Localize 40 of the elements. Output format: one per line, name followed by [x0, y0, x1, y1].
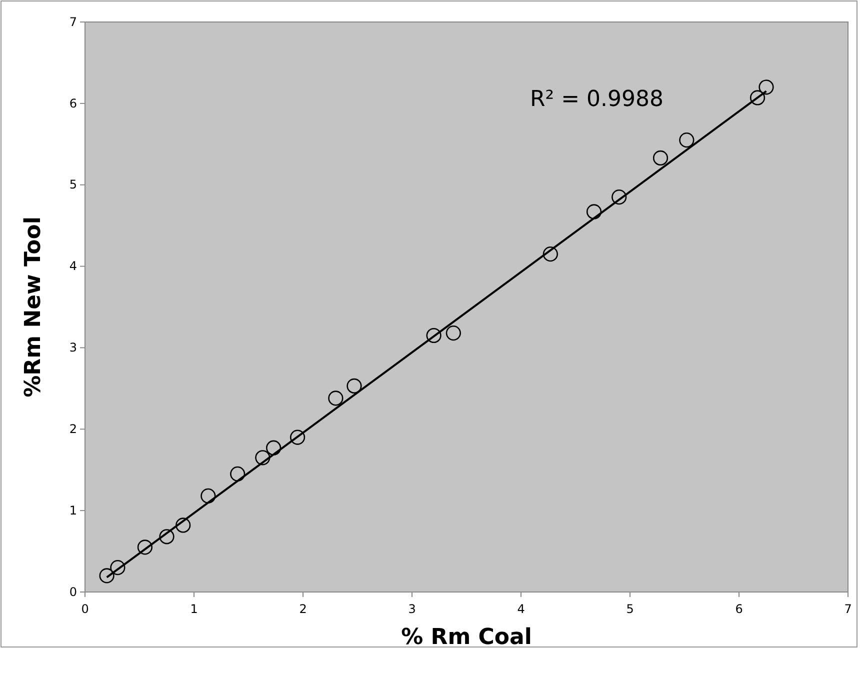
point [750, 90, 766, 106]
annotation: R² = 0.9988 [530, 87, 664, 112]
x-tick-label: 6 [735, 602, 743, 616]
point [328, 390, 344, 406]
x-tick-label: 4 [517, 602, 525, 616]
point [200, 488, 216, 504]
y-tick-label: 2 [69, 422, 77, 436]
point [159, 529, 174, 544]
y-tick-label: 6 [69, 96, 77, 110]
x-tick-label: 5 [626, 602, 634, 616]
x-tick-label: 0 [81, 602, 89, 616]
point [176, 518, 191, 533]
point [612, 190, 627, 205]
point [230, 466, 246, 482]
point [137, 540, 153, 555]
point [346, 378, 362, 394]
y-tick-label: 1 [69, 503, 77, 518]
point [266, 440, 282, 456]
point [542, 246, 558, 262]
x-tick-label: 2 [299, 602, 307, 616]
x-tick-label: 7 [844, 602, 852, 616]
point [99, 568, 114, 584]
y-tick-label: 0 [69, 584, 77, 599]
point [758, 80, 774, 95]
y-tick-label: 7 [69, 14, 77, 29]
point [290, 430, 306, 445]
point [426, 328, 442, 344]
point [255, 450, 270, 466]
point [586, 204, 602, 220]
point [446, 326, 461, 341]
point [110, 560, 126, 576]
x-tick-label: 3 [408, 602, 416, 616]
x-tick-label: 1 [190, 602, 198, 616]
y-axis-title: %Rm New Tool [21, 216, 46, 398]
y-tick-label: 5 [69, 178, 77, 192]
x-axis-title: % Rm Coal [401, 625, 532, 650]
y-tick-label: 4 [69, 259, 77, 274]
point [679, 132, 694, 148]
y-tick-label: 3 [69, 340, 77, 355]
point [652, 150, 668, 166]
